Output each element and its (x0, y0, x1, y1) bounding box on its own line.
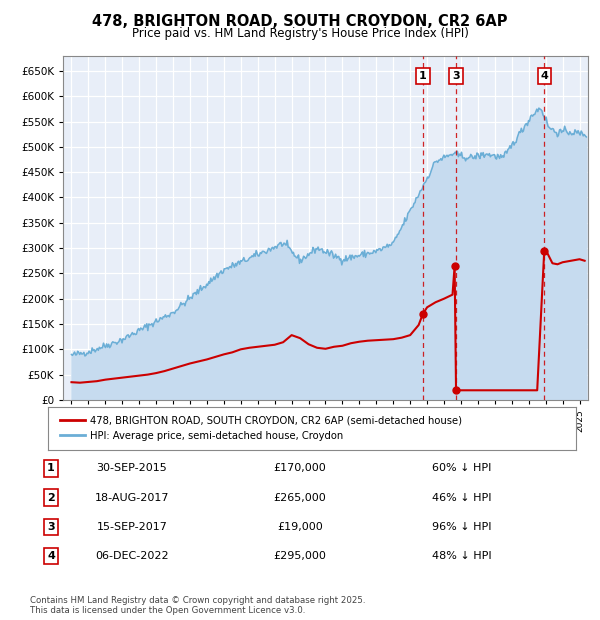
Text: £265,000: £265,000 (274, 492, 326, 503)
Text: 4: 4 (541, 71, 548, 81)
Text: Price paid vs. HM Land Registry's House Price Index (HPI): Price paid vs. HM Land Registry's House … (131, 27, 469, 40)
Text: 2: 2 (47, 492, 55, 503)
Text: 478, BRIGHTON ROAD, SOUTH CROYDON, CR2 6AP: 478, BRIGHTON ROAD, SOUTH CROYDON, CR2 6… (92, 14, 508, 29)
Text: 96% ↓ HPI: 96% ↓ HPI (432, 521, 492, 532)
Text: £295,000: £295,000 (274, 551, 326, 561)
Text: 30-SEP-2015: 30-SEP-2015 (97, 463, 167, 474)
Text: 4: 4 (47, 551, 55, 561)
Text: 18-AUG-2017: 18-AUG-2017 (95, 492, 169, 503)
Text: 06-DEC-2022: 06-DEC-2022 (95, 551, 169, 561)
Text: 60% ↓ HPI: 60% ↓ HPI (433, 463, 491, 474)
Text: 48% ↓ HPI: 48% ↓ HPI (432, 551, 492, 561)
Text: 15-SEP-2017: 15-SEP-2017 (97, 521, 167, 532)
Text: £19,000: £19,000 (277, 521, 323, 532)
Text: 3: 3 (452, 71, 460, 81)
Text: £170,000: £170,000 (274, 463, 326, 474)
Text: 3: 3 (47, 521, 55, 532)
Legend: 478, BRIGHTON ROAD, SOUTH CROYDON, CR2 6AP (semi-detached house), HPI: Average p: 478, BRIGHTON ROAD, SOUTH CROYDON, CR2 6… (56, 412, 466, 445)
Text: 1: 1 (419, 71, 427, 81)
Text: Contains HM Land Registry data © Crown copyright and database right 2025.
This d: Contains HM Land Registry data © Crown c… (30, 596, 365, 615)
Text: 46% ↓ HPI: 46% ↓ HPI (432, 492, 492, 503)
Text: 1: 1 (47, 463, 55, 474)
